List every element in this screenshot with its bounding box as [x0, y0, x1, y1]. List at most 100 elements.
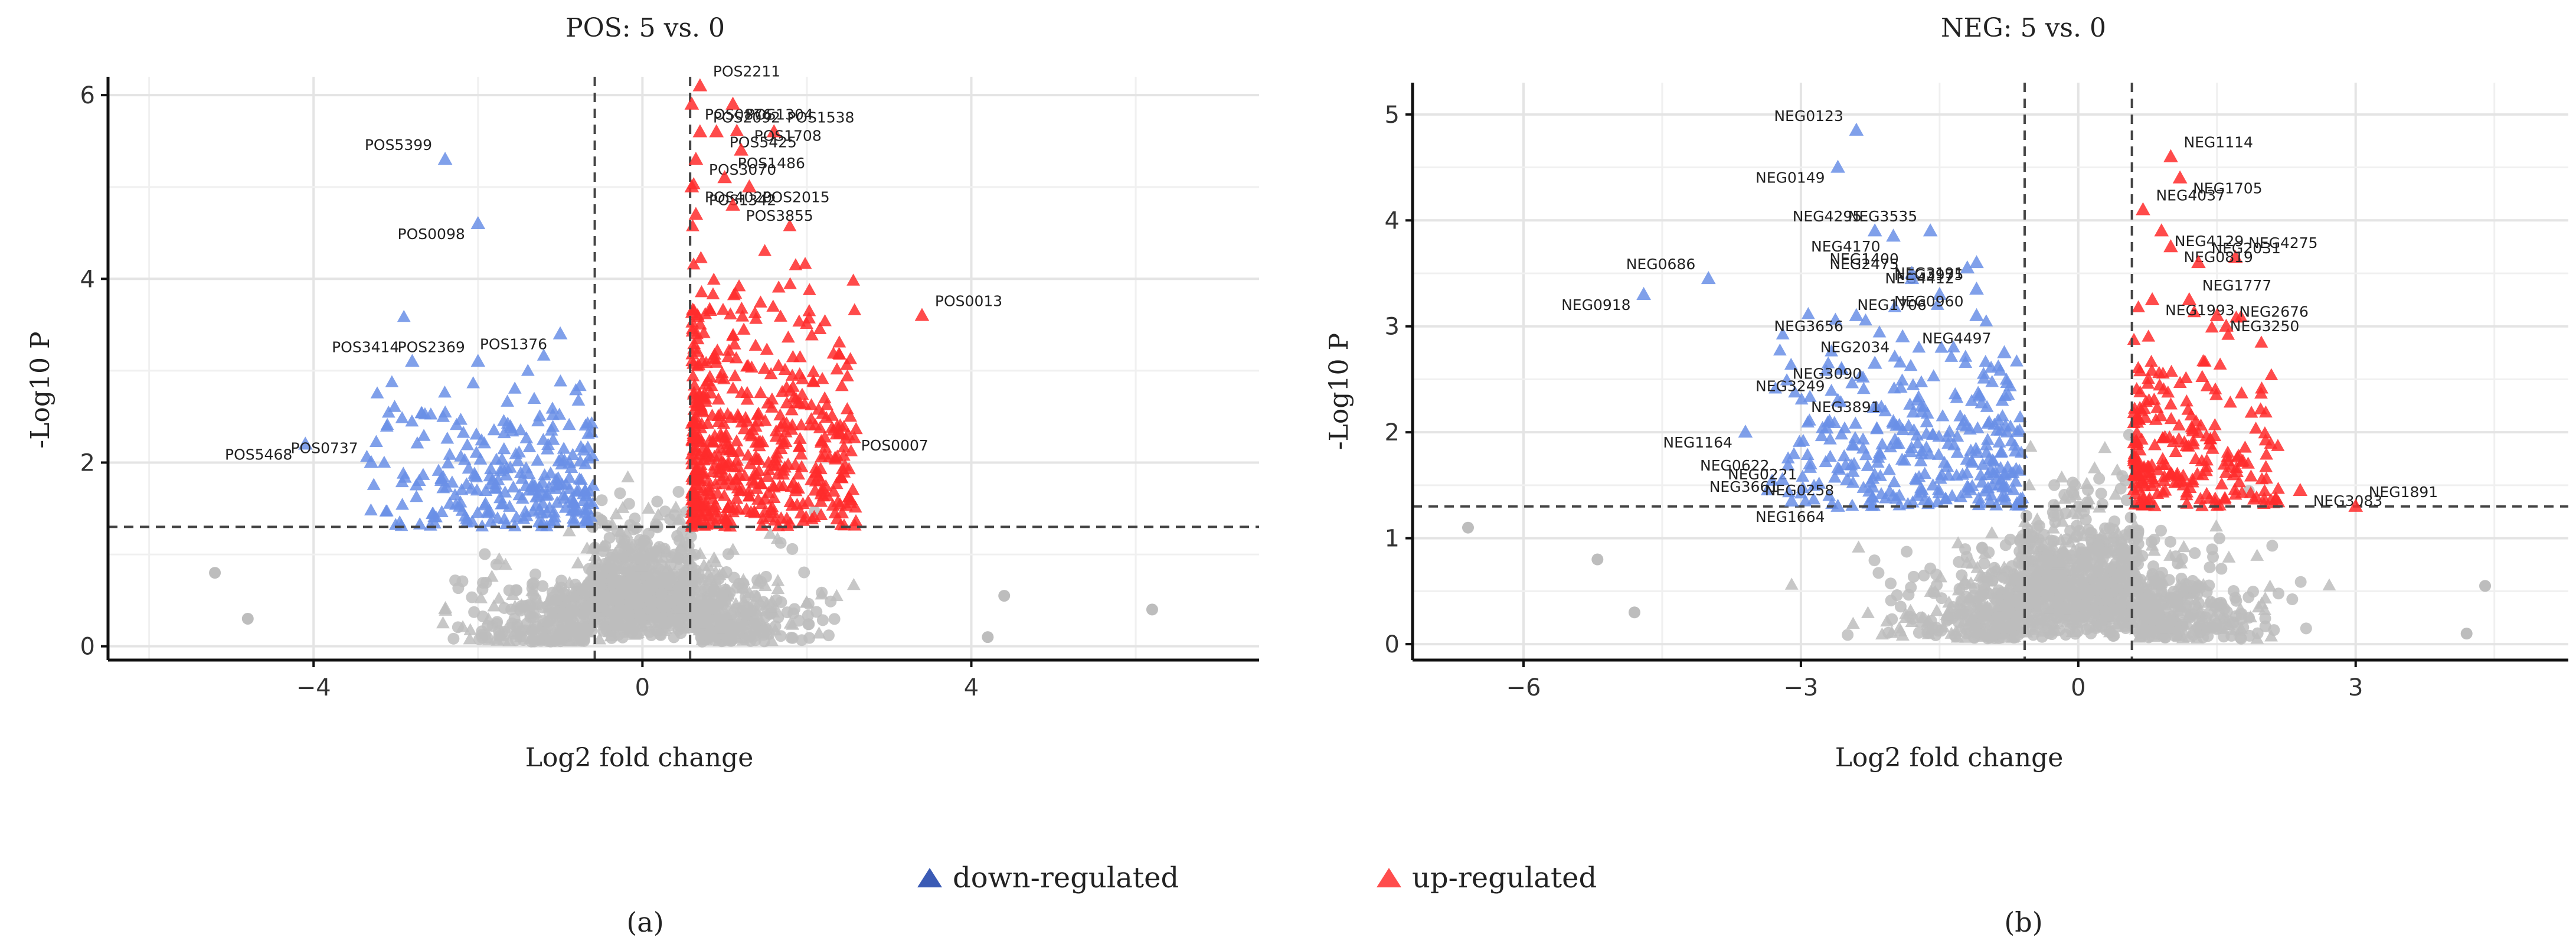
down-point: [1956, 468, 1970, 480]
ns-point: [579, 576, 593, 589]
ns-point: [2048, 479, 2061, 491]
labeled-point-pos2015: [742, 179, 757, 192]
ns-point: [618, 534, 630, 547]
down-point: [497, 442, 511, 455]
up-point: [783, 495, 797, 507]
point-label-neg1400: NEG1400: [1829, 250, 1899, 267]
ns-point: [2177, 580, 2191, 592]
labeled-point-neg1114: [2163, 149, 2178, 162]
point-label-pos1304: POS1304: [746, 106, 813, 123]
ns-point: [2164, 535, 2176, 548]
down-point: [380, 419, 394, 432]
up-point: [2254, 335, 2268, 348]
up-point: [2180, 485, 2194, 498]
labeled-point-neg3191: [1969, 255, 1984, 269]
ns-point: [786, 543, 799, 555]
up-point: [773, 408, 787, 421]
up-point: [735, 483, 749, 495]
down-point: [511, 454, 525, 466]
down-point: [1839, 458, 1852, 471]
ns-point: [2082, 587, 2094, 599]
ns-point: [529, 568, 541, 580]
up-point: [757, 361, 772, 374]
ns-point: [675, 568, 688, 580]
point-label-pos2369: POS2369: [398, 338, 465, 355]
down-point: [462, 461, 476, 474]
up-point: [773, 420, 787, 432]
ns-point: [2322, 578, 2336, 590]
down-point: [1896, 423, 1910, 435]
down-point: [1978, 484, 1992, 497]
up-point: [2209, 388, 2223, 400]
up-point: [830, 362, 844, 375]
ns-point: [685, 530, 697, 543]
up-point: [778, 363, 792, 375]
ns-point: [822, 629, 835, 642]
ns-point: [1902, 589, 1915, 601]
ns-point: [597, 516, 611, 529]
up-point: [748, 338, 763, 351]
down-point: [410, 489, 423, 502]
up-point: [757, 505, 772, 518]
down-point: [1902, 419, 1915, 431]
ns-point: [2143, 568, 2157, 581]
up-point: [2153, 378, 2167, 391]
panel-b-x-axis-label: Log2 fold change: [1835, 743, 2064, 773]
down-point: [1920, 406, 1934, 419]
x-tick-label: 0: [2071, 674, 2085, 701]
down-point: [1768, 381, 1783, 394]
ns-point: [1965, 556, 1979, 569]
ns-point: [564, 613, 578, 625]
down-point: [1856, 432, 1870, 445]
down-point: [547, 505, 561, 518]
down-point: [475, 519, 489, 532]
up-point: [2215, 477, 2229, 489]
up-point: [772, 358, 786, 371]
down-point: [1912, 340, 1926, 353]
down-point: [581, 427, 595, 439]
ns-point: [825, 595, 837, 608]
ns-point: [2266, 540, 2278, 552]
ns-point: [571, 556, 585, 569]
down-point: [1871, 450, 1885, 463]
point-label-pos0098: POS0098: [398, 226, 465, 243]
down-point: [1944, 350, 1959, 362]
down-point: [1822, 489, 1836, 501]
labeled-point-neg4412: [1960, 260, 1975, 274]
up-point: [689, 453, 704, 465]
up-point: [2232, 475, 2246, 488]
ns-point: [1915, 610, 1930, 623]
up-point: [807, 375, 820, 387]
up-point: [2139, 410, 2153, 423]
ns-point: [2020, 552, 2032, 564]
point-label-neg1705: NEG1705: [2193, 180, 2263, 197]
point-label-pos1342: POS1342: [709, 191, 776, 208]
point-label-neg2034: NEG2034: [1820, 339, 1890, 356]
ns-point: [594, 613, 606, 625]
ns-point: [675, 575, 689, 588]
down-point: [1934, 341, 1949, 353]
x-tick-label: −3: [1783, 674, 1818, 701]
ns-point: [2259, 620, 2271, 632]
point-label-neg0960: NEG0960: [1894, 293, 1964, 310]
point-label-pos3855: POS3855: [746, 207, 813, 224]
up-point: [792, 467, 806, 480]
down-point: [478, 436, 491, 449]
down-point: [525, 479, 540, 492]
down-point: [1904, 445, 1918, 458]
ns-point: [490, 559, 502, 571]
up-point: [748, 306, 762, 318]
labeled-point-pos3070: [688, 152, 704, 165]
ns-point: [2150, 608, 2165, 620]
up-point: [719, 427, 733, 440]
y-tick-label: 4: [80, 266, 95, 293]
down-point: [443, 448, 457, 460]
down-point: [1861, 459, 1875, 471]
up-point: [718, 512, 733, 525]
labeled-point-pos0007: [841, 427, 855, 440]
ns-point: [503, 584, 515, 597]
ns-point: [669, 588, 683, 600]
up-point: [2141, 377, 2155, 389]
ns-point: [2045, 534, 2057, 547]
ns-point: [672, 485, 685, 498]
